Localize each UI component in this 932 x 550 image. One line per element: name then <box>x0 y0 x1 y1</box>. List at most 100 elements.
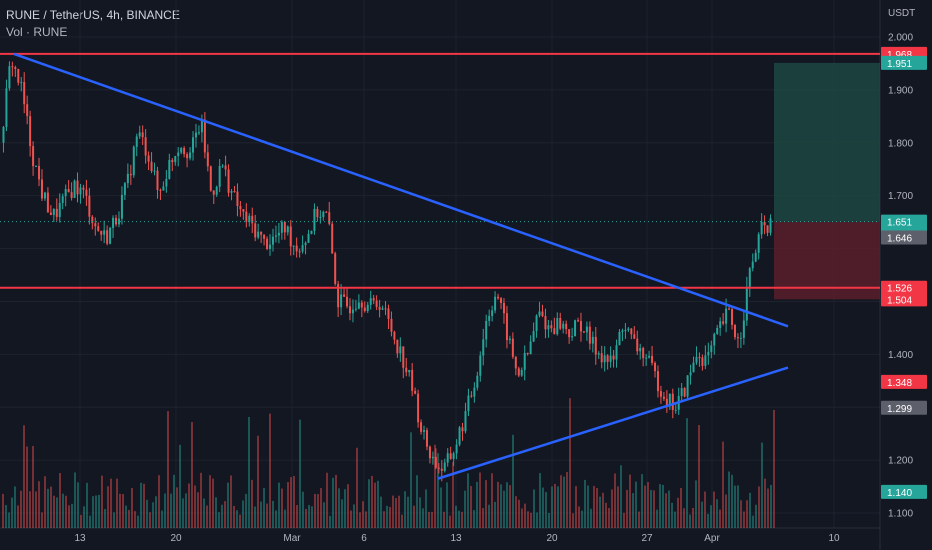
volume-bar <box>647 482 649 528</box>
volume-bar <box>512 434 514 528</box>
candle-body <box>745 287 748 321</box>
volume-bar <box>83 506 85 528</box>
volume-bar <box>377 480 379 528</box>
candle-body <box>354 308 357 310</box>
volume-bar <box>440 487 442 528</box>
volume-bar <box>521 508 523 528</box>
volume-bar <box>26 446 28 528</box>
volume-bar <box>194 485 196 528</box>
price-tag-bg <box>881 55 927 70</box>
candle-body <box>135 136 138 147</box>
volume-bar <box>539 473 541 528</box>
axis-unit: USDT <box>888 8 916 19</box>
volume-bar <box>359 512 361 528</box>
candle-body <box>263 234 266 239</box>
candle-body <box>719 321 722 328</box>
volume-bar <box>23 425 25 528</box>
candle-body <box>233 191 236 193</box>
volume-bar <box>53 495 55 528</box>
volume-bar <box>62 493 64 528</box>
volume-bar <box>695 480 697 528</box>
volume-bar <box>644 485 646 528</box>
volume-bar <box>683 508 685 528</box>
volume-bar <box>503 490 505 528</box>
volume-bar <box>506 482 508 528</box>
candle-body <box>683 388 686 397</box>
candle-body <box>455 444 458 454</box>
volume-bar <box>635 481 637 528</box>
candle-body <box>668 393 671 407</box>
volume-bar <box>164 493 166 528</box>
candle-body <box>674 409 677 411</box>
volume-bar <box>44 476 46 528</box>
volume-bar <box>620 465 622 528</box>
candle-body <box>597 353 600 355</box>
price-tag-label: 1.651 <box>887 218 912 229</box>
candle-body <box>26 104 29 117</box>
price-tag-label: 1.968 <box>887 50 912 61</box>
volume-bar <box>2 493 4 528</box>
price-tag-bg <box>881 280 927 295</box>
candle-body <box>707 351 710 356</box>
volume-bar <box>722 441 724 528</box>
volume-bar <box>242 500 244 528</box>
volume-bar <box>746 500 748 528</box>
volume-bar <box>239 514 241 528</box>
candle-body <box>348 306 351 314</box>
volume-bar <box>494 501 496 528</box>
volume-bar <box>422 508 424 528</box>
candle-body <box>526 352 529 355</box>
candle-body <box>420 422 423 432</box>
x-tick-label: 10 <box>828 533 840 544</box>
volume-bar <box>434 444 436 528</box>
volume-bar <box>446 482 448 528</box>
candle-body <box>251 215 254 224</box>
candle-body <box>520 369 523 376</box>
price-tag: 1.299 <box>881 400 927 415</box>
candle-body <box>215 186 218 195</box>
volume-bar <box>590 508 592 528</box>
candle-body <box>763 221 766 226</box>
volume-bar <box>380 496 382 528</box>
volume-bar <box>518 499 520 528</box>
volume-bar <box>29 491 31 528</box>
candle-body <box>32 146 35 167</box>
volume-bar <box>557 486 559 528</box>
volume-bar <box>371 475 373 528</box>
candle-body <box>346 296 349 307</box>
volume-bar <box>131 487 133 528</box>
volume-bar <box>578 506 580 528</box>
candle-body <box>671 393 674 410</box>
volume-bar <box>170 493 172 528</box>
candle-body <box>443 462 446 471</box>
volume-bar <box>329 515 331 528</box>
volume-bar <box>425 489 427 528</box>
volume-bar <box>467 473 469 528</box>
price-tag-bg <box>881 292 927 307</box>
candle-body <box>766 225 769 233</box>
candle-body <box>494 296 497 311</box>
candle-body <box>739 337 742 339</box>
y-tick-label: 1.800 <box>888 138 913 149</box>
candle-body <box>431 456 434 459</box>
volume-bar <box>227 482 229 528</box>
descending-trendline <box>13 52 789 328</box>
candle-body <box>535 315 538 332</box>
candle-body <box>248 215 251 222</box>
candle-body <box>271 236 274 245</box>
volume-bar <box>614 473 616 528</box>
candle-body <box>479 355 482 376</box>
volume-bar <box>230 475 232 528</box>
volume-bar <box>605 502 607 528</box>
candle-body <box>129 173 132 176</box>
y-tick-label: 1.200 <box>888 456 913 467</box>
candle-body <box>559 317 562 329</box>
volume-bar <box>86 482 88 528</box>
candle-body <box>417 393 420 423</box>
candle-body <box>147 155 150 162</box>
volume-bar <box>410 432 412 528</box>
volume-bar <box>470 486 472 528</box>
volume-bar <box>65 495 67 528</box>
volume-bar <box>455 505 457 528</box>
